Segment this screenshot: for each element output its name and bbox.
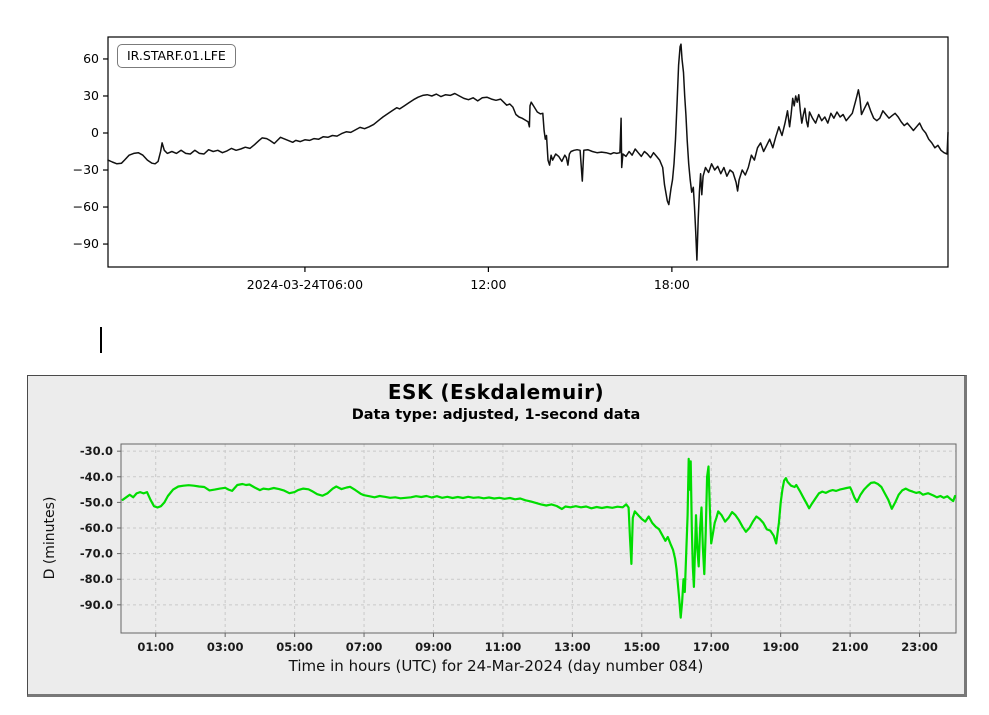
seismogram-plot: 2024-03-24T06:00 12:00 18:00 60 30 0 −30 −60 −90: [73, 36, 949, 292]
svg-text:-30.0: -30.0: [80, 444, 113, 458]
chart-subtitle: Data type: adjusted, 1-second data: [351, 407, 641, 423]
svg-text:12:00: 12:00: [470, 277, 506, 292]
svg-text:-60.0: -60.0: [80, 521, 113, 535]
magnetogram-panel: ESK (Eskdalemuir) Data type: adjusted, 1…: [27, 375, 967, 697]
y-axis-label: D (minutes): [42, 496, 58, 580]
svg-text:-50.0: -50.0: [80, 495, 113, 509]
stray-cursor-mark: [100, 327, 102, 353]
svg-text:-80.0: -80.0: [80, 572, 113, 586]
x-axis-label: Time in hours (UTC) for 24-Mar-2024 (day…: [288, 657, 704, 675]
svg-text:03:00: 03:00: [207, 640, 244, 654]
svg-text:−30: −30: [73, 162, 99, 177]
svg-text:-40.0: -40.0: [80, 470, 113, 484]
svg-text:21:00: 21:00: [832, 640, 869, 654]
svg-text:13:00: 13:00: [554, 640, 591, 654]
svg-text:01:00: 01:00: [137, 640, 174, 654]
seismogram-figure: 2024-03-24T06:00 12:00 18:00 60 30 0 −30 −60 −90…: [0, 0, 989, 315]
magnetogram-plot: 01:00 03:00 05:00 07:00 09:00 11:00 13:00 15:00…: [80, 443, 957, 654]
svg-text:−90: −90: [73, 236, 99, 251]
svg-text:2024-03-24T06:00: 2024-03-24T06:00: [247, 277, 363, 292]
svg-text:30: 30: [83, 88, 99, 103]
svg-text:−60: −60: [73, 199, 99, 214]
svg-text:-70.0: -70.0: [80, 547, 113, 561]
svg-text:15:00: 15:00: [623, 640, 660, 654]
svg-text:-90.0: -90.0: [80, 598, 113, 612]
chart-title: ESK (Eskdalemuir): [387, 380, 605, 404]
svg-text:0: 0: [91, 125, 99, 140]
legend: IR.STARF.01.LFE: [117, 44, 236, 68]
svg-text:17:00: 17:00: [693, 640, 730, 654]
svg-text:60: 60: [83, 51, 99, 66]
svg-text:18:00: 18:00: [654, 277, 690, 292]
svg-text:07:00: 07:00: [346, 640, 383, 654]
svg-text:11:00: 11:00: [485, 640, 522, 654]
svg-text:09:00: 09:00: [415, 640, 452, 654]
legend-label: IR.STARF.01.LFE: [127, 48, 226, 63]
svg-text:05:00: 05:00: [276, 640, 313, 654]
svg-text:23:00: 23:00: [901, 640, 938, 654]
svg-text:19:00: 19:00: [762, 640, 799, 654]
